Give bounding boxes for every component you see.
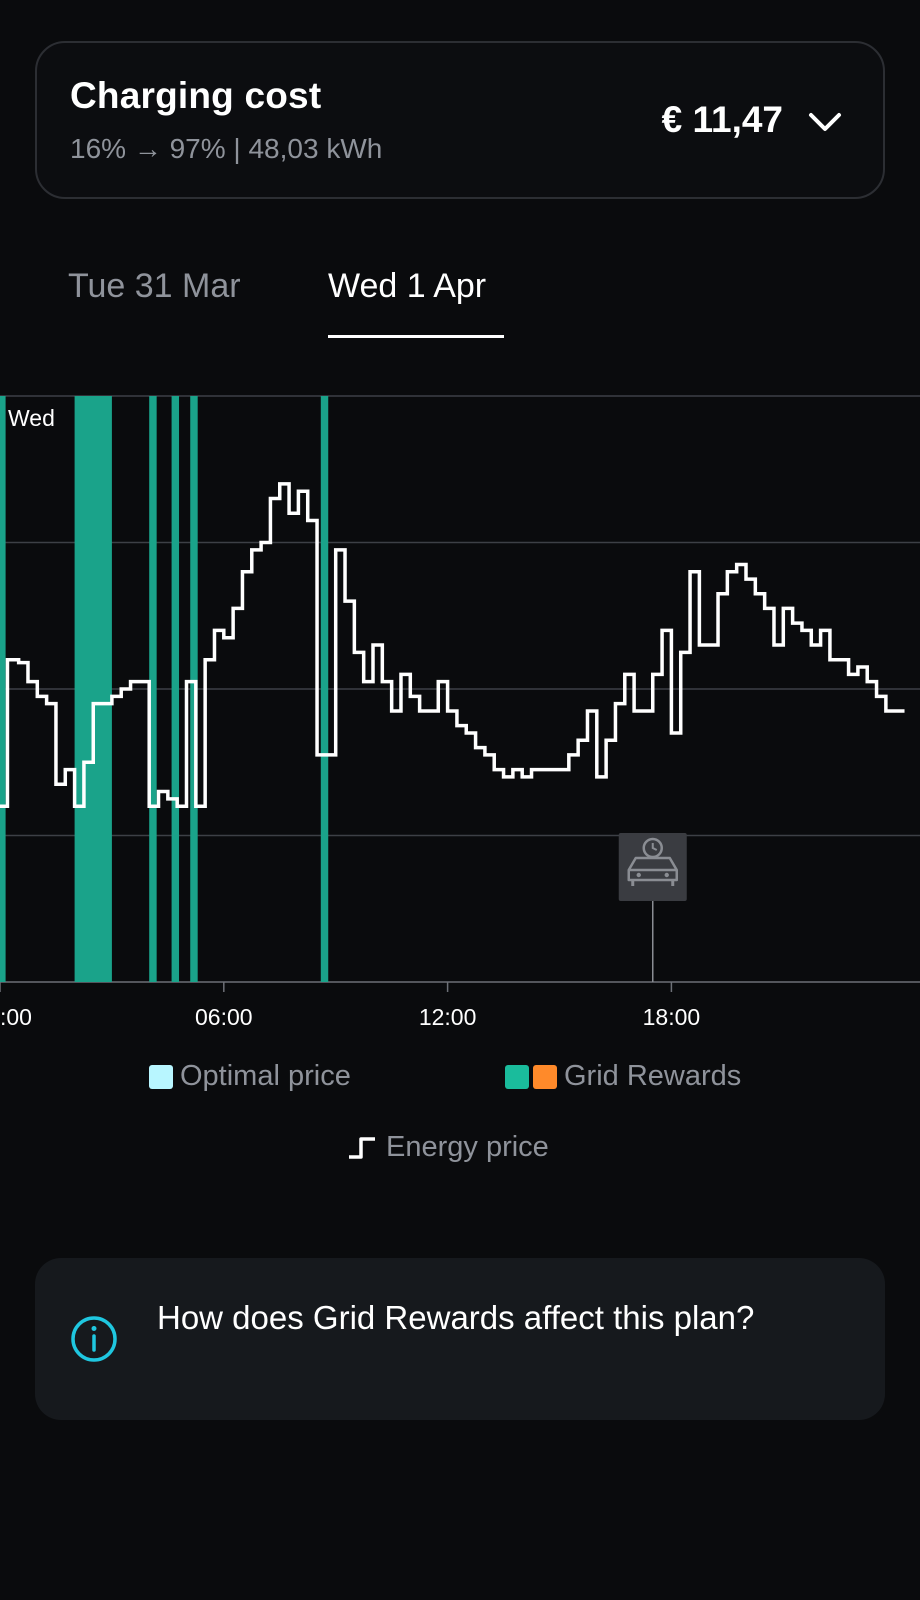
grid-rewards-band: [149, 396, 157, 982]
active-tab-underline: [328, 335, 504, 338]
legend-grid-rewards: Grid Rewards: [505, 1060, 741, 1093]
day-tabs: Tue 31 Mar Wed 1 Apr: [0, 255, 920, 345]
chart-canvas: :00 06:00 12:00 18:00 Wed: [0, 395, 920, 1030]
info-circle-icon: [71, 1316, 117, 1362]
charging-cost-title: Charging cost: [70, 75, 322, 116]
tab-tue-31-mar[interactable]: Tue 31 Mar: [68, 267, 241, 305]
grid-rewards-band: [171, 396, 180, 982]
grid-rewards-info-card[interactable]: How does Grid Rewards affect this plan?: [35, 1258, 885, 1420]
car-clock-icon[interactable]: [618, 833, 687, 901]
chart-day-label: Wed: [8, 405, 55, 431]
grid-rewards-band: [190, 396, 198, 982]
grid-rewards-teal-swatch: [505, 1064, 529, 1089]
x-tick-label: 12:00: [419, 1004, 477, 1030]
grid-rewards-band: [0, 396, 6, 982]
legend-row-2: Energy price: [0, 1131, 920, 1171]
x-axis: :00 06:00 12:00 18:00: [0, 982, 700, 1030]
grid-rewards-info-text: How does Grid Rewards affect this plan?: [157, 1299, 755, 1336]
grid-rewards-band: [320, 396, 329, 982]
x-tick-label: 06:00: [195, 1004, 253, 1030]
legend-optimal-price: Optimal price: [149, 1060, 351, 1093]
legend-energy-price-label: Energy price: [386, 1131, 549, 1163]
x-tick-label: 18:00: [643, 1004, 701, 1030]
charging-cost-summary: 16% → 97% | 48,03 kWh: [70, 133, 383, 164]
x-tick-label: :00: [0, 1004, 32, 1030]
tab-wed-1-apr[interactable]: Wed 1 Apr: [328, 267, 487, 305]
charging-cost-card[interactable]: Charging cost 16% → 97% | 48,03 kWh € 11…: [35, 41, 885, 199]
optimal-price-swatch: [149, 1064, 173, 1089]
grid-rewards-bands: [0, 396, 329, 982]
legend-optimal-price-label: Optimal price: [180, 1060, 351, 1092]
legend-energy-price: Energy price: [347, 1131, 549, 1164]
chart-gridlines: [0, 395, 920, 983]
energy-price-series: [0, 482, 905, 808]
chevron-down-icon[interactable]: [807, 106, 843, 136]
grid-rewards-orange-swatch: [533, 1064, 557, 1089]
energy-price-line: [0, 482, 905, 808]
legend-row-1: Optimal price Grid Rewards: [0, 1060, 920, 1100]
grid-rewards-band: [74, 396, 112, 982]
legend-grid-rewards-label: Grid Rewards: [564, 1060, 742, 1092]
charging-cost-amount: € 11,47: [661, 99, 783, 140]
energy-price-chart[interactable]: :00 06:00 12:00 18:00 Wed: [0, 390, 920, 1050]
step-line-icon: [349, 1136, 375, 1159]
plug-in-marker: [618, 833, 687, 982]
